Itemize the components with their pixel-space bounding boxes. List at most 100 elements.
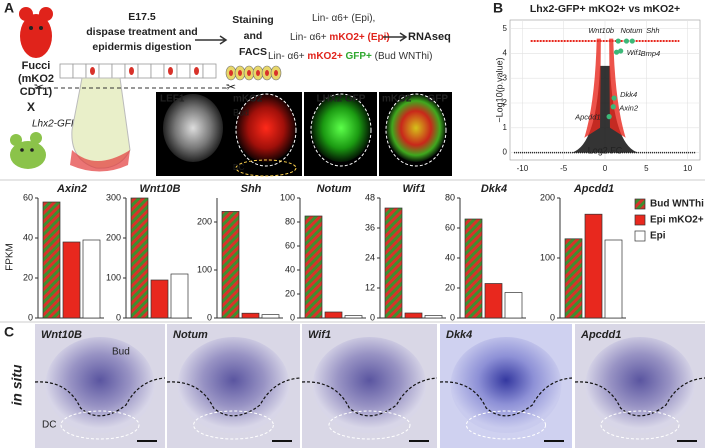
- sort-segment: Lin- α6+: [290, 32, 329, 43]
- cell-nucleus: [229, 70, 233, 76]
- image-label: Bud: [233, 107, 249, 117]
- y-tick-label: 0: [116, 312, 121, 322]
- y-tick-label: 20: [285, 288, 295, 298]
- y-tick-label: 0: [370, 312, 375, 322]
- bar: [241, 312, 260, 319]
- bud-boundary: [439, 377, 573, 417]
- x-tick-label: -5: [560, 164, 568, 173]
- sort-segment: Lin- α6+ (Epi),: [312, 13, 375, 24]
- mouse-icon: [30, 132, 42, 144]
- chart-title: Lhx2-GFP+ mKO2+ vs mKO2+: [530, 3, 680, 15]
- bar: [150, 279, 169, 319]
- skin-cell: [111, 63, 126, 79]
- y-tick-label: 0: [28, 312, 33, 322]
- legend-label: Epi: [650, 231, 666, 242]
- sort-line: Lin- α6+ (Epi),: [312, 13, 375, 24]
- mouse-icon: [10, 141, 46, 169]
- x-tick-label: 10: [683, 164, 692, 173]
- mouse-icon: [19, 7, 33, 21]
- cell-nucleus: [238, 70, 242, 76]
- cell-nucleus: [90, 67, 95, 75]
- gene-point: [610, 104, 616, 110]
- gene-label: Dkk4: [620, 90, 637, 99]
- panel-letter: B: [493, 0, 503, 16]
- y-tick-label: 20: [445, 282, 455, 292]
- image-label: LEF1: [160, 94, 185, 105]
- skin-cell: [150, 63, 165, 79]
- sort-line: Lin- α6+ mKO2+ (Epi): [290, 32, 390, 43]
- bar: [304, 215, 323, 319]
- sort-segment: Lin- α6+: [268, 51, 307, 62]
- bar: [261, 314, 280, 319]
- step-text: FACS: [239, 46, 267, 58]
- legend-label: Bud WNThi: [650, 199, 704, 210]
- y-tick-label: 200: [106, 232, 121, 242]
- bud-outline: [310, 93, 372, 167]
- mouse-icon: [39, 26, 43, 30]
- legend-label: Epi mKO2+: [650, 215, 704, 226]
- chart-title: Shh: [241, 183, 262, 195]
- y-tick-label: 80: [285, 216, 295, 226]
- mouse-icon: [30, 148, 34, 152]
- chart-title: Dkk4: [481, 183, 507, 195]
- y-tick-label: 60: [445, 222, 455, 232]
- gene-point: [611, 95, 617, 101]
- y-tick-label: 20: [23, 272, 33, 282]
- dc-outline: [328, 410, 411, 440]
- image-label: mKO2: [233, 94, 263, 105]
- bud-outline: [235, 93, 297, 167]
- y-tick-label: 24: [365, 252, 375, 262]
- micrograph-signal: [311, 94, 371, 162]
- step-text: Staining: [232, 14, 273, 26]
- cell-nucleus: [256, 70, 260, 76]
- image-label: Bud: [112, 347, 130, 358]
- y-tick-label: 300: [106, 192, 121, 202]
- dc-outline: [465, 410, 547, 440]
- step-text: E17.5: [128, 11, 156, 23]
- sort-segment: GFP+: [343, 51, 372, 62]
- dc-outline: [60, 410, 140, 440]
- y-tick-label: 0: [503, 148, 508, 157]
- cell-nucleus: [129, 67, 134, 75]
- step-text: RNAseq: [408, 31, 451, 43]
- image-title: Apcdd1: [580, 329, 621, 341]
- dc-outline: [193, 410, 274, 440]
- y-axis-label: −Log10(p.value): [494, 57, 504, 122]
- skin-cell: [98, 63, 113, 79]
- bar: [62, 241, 81, 319]
- mouse-icon: [20, 14, 52, 58]
- scissors: ✂: [226, 80, 236, 94]
- gene-point: [606, 114, 612, 120]
- bud-boundary: [574, 377, 705, 417]
- bar: [424, 315, 443, 319]
- micrograph-signal: [163, 94, 223, 162]
- follicle-base: [70, 150, 130, 172]
- y-tick-label: 36: [365, 222, 375, 232]
- gene-point: [623, 38, 630, 44]
- sort-segment: (Bud WNThi): [372, 51, 433, 62]
- point-cloud: [584, 38, 601, 138]
- image-title: Wnt10B: [41, 329, 82, 341]
- legend-swatch: [634, 198, 646, 210]
- y-tick-label: 100: [280, 192, 295, 202]
- step-text: and: [244, 30, 263, 42]
- sort-segment: mKO2+ (Epi): [329, 32, 389, 43]
- y-tick-label: 48: [365, 192, 375, 202]
- image-title: Wif1: [308, 329, 331, 341]
- legend-swatch: [634, 214, 646, 226]
- y-tick-label: 3: [503, 73, 508, 82]
- bud-outline: [385, 93, 447, 167]
- point-cloud: [609, 38, 626, 138]
- y-tick-label: 60: [285, 240, 295, 250]
- gene-point: [613, 49, 620, 55]
- x-tick-label: -10: [517, 164, 529, 173]
- point-cloud: [571, 65, 639, 153]
- mouse-label: Lhx2-GFP: [32, 119, 78, 130]
- sort-segment: mKO2+: [307, 51, 342, 62]
- gene-label: Wnt10b: [588, 26, 614, 35]
- y-tick-label: 40: [445, 252, 455, 262]
- image-title: Notum: [173, 329, 208, 341]
- y-tick-label: 0: [450, 312, 455, 322]
- cell-nucleus: [265, 70, 269, 76]
